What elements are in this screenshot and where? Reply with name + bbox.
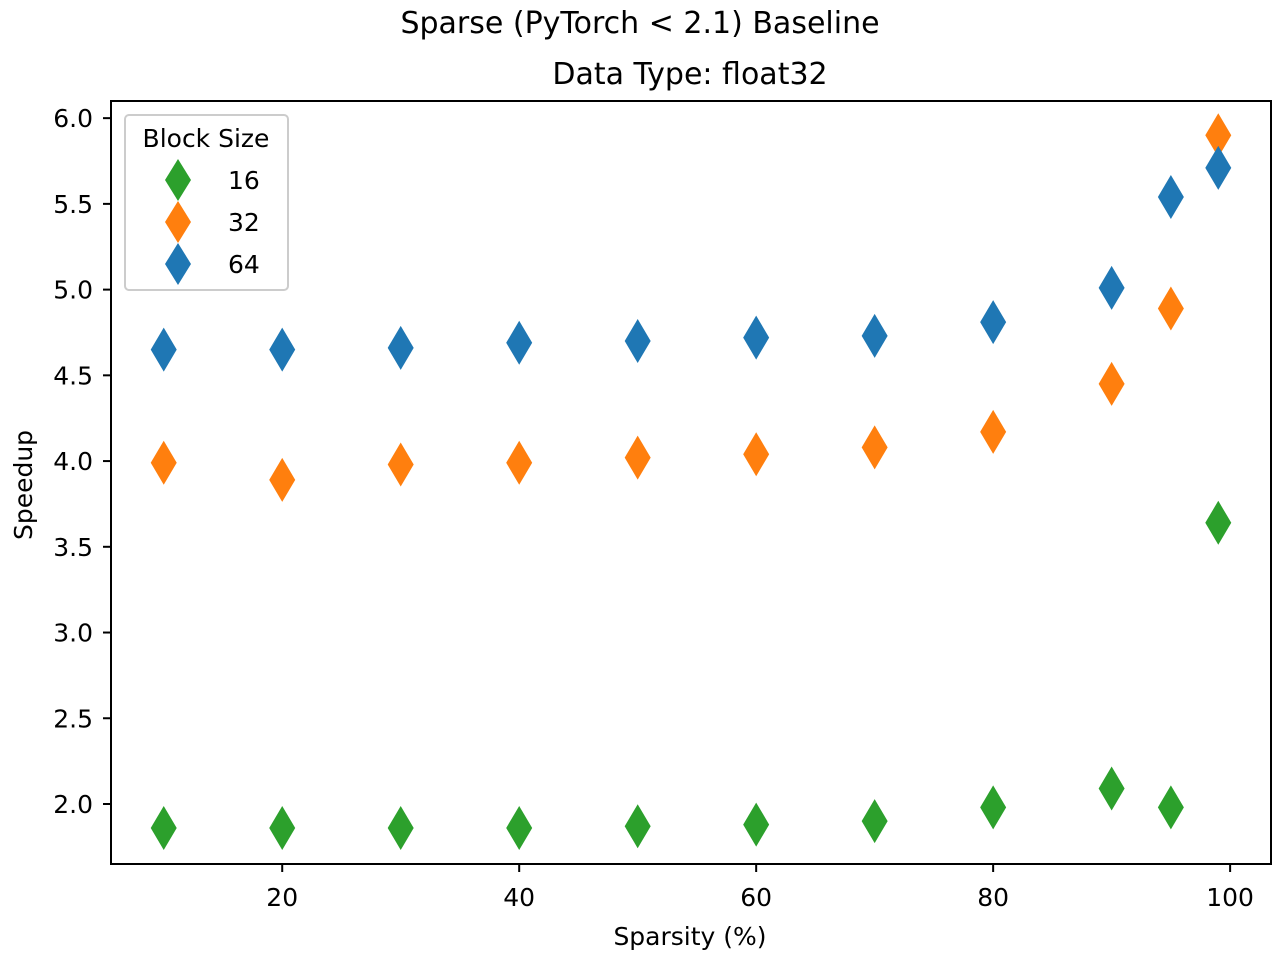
- legend-marker-32: [165, 201, 191, 243]
- point-64-40: [506, 320, 533, 365]
- y-axis: 2.0 2.5 3.0 3.5 4.0 4.5 5.0 5.5 6.0: [53, 104, 111, 819]
- point-32-99: [1205, 113, 1232, 158]
- point-32-90: [1098, 361, 1125, 406]
- y-tick-label: 6.0: [53, 104, 93, 133]
- point-64-50: [624, 319, 651, 364]
- point-32-70: [861, 425, 888, 470]
- point-16-90: [1098, 766, 1125, 811]
- point-16-30: [387, 805, 414, 850]
- legend-label-32: 32: [228, 208, 260, 237]
- y-tick-label: 2.5: [53, 704, 93, 733]
- chart-title: Sparse (PyTorch < 2.1) Baseline: [400, 6, 879, 41]
- x-tick-label: 20: [266, 883, 298, 912]
- point-16-20: [269, 805, 296, 850]
- x-axis-label: Sparsity (%): [613, 922, 766, 951]
- point-32-20: [269, 457, 296, 502]
- legend-title: Block Size: [143, 124, 270, 153]
- point-64-70: [861, 313, 888, 358]
- point-64-80: [980, 300, 1007, 345]
- legend-label-64: 64: [228, 250, 260, 279]
- y-axis-label: Speedup: [9, 430, 38, 540]
- point-16-40: [506, 805, 533, 850]
- point-64-20: [269, 327, 296, 372]
- point-64-95: [1157, 175, 1184, 220]
- y-tick-label: 4.5: [53, 361, 93, 390]
- point-64-60: [743, 315, 770, 360]
- x-axis: 20 40 60 80 100: [266, 864, 1254, 912]
- point-32-30: [387, 442, 414, 487]
- point-16-60: [743, 802, 770, 847]
- y-tick-label: 3.5: [53, 533, 93, 562]
- legend-box: [124, 114, 289, 291]
- point-64-30: [387, 325, 414, 370]
- x-tick-label: 60: [740, 883, 772, 912]
- legend-entries: 16 32 64: [165, 159, 260, 285]
- series-32: [150, 113, 1232, 502]
- x-tick-label: 40: [503, 883, 535, 912]
- point-32-80: [980, 409, 1007, 454]
- point-64-10: [150, 327, 177, 372]
- y-tick-label: 3.0: [53, 619, 93, 648]
- point-64-99: [1205, 145, 1232, 190]
- point-32-95: [1157, 286, 1184, 331]
- y-tick-label: 2.0: [53, 790, 93, 819]
- point-32-50: [624, 435, 651, 480]
- legend-marker-64: [165, 243, 191, 285]
- point-16-80: [980, 785, 1007, 830]
- x-tick-label: 100: [1206, 883, 1254, 912]
- point-16-50: [624, 804, 651, 849]
- chart-subtitle: Data Type: float32: [552, 57, 827, 92]
- point-16-95: [1157, 785, 1184, 830]
- x-tick-label: 80: [977, 883, 1009, 912]
- series-64: [150, 145, 1232, 372]
- data-points: [150, 113, 1232, 850]
- point-32-10: [150, 440, 177, 485]
- plot-area-frame: [110, 100, 1272, 865]
- series-16: [150, 500, 1232, 850]
- point-32-40: [506, 440, 533, 485]
- point-64-90: [1098, 265, 1125, 310]
- point-32-60: [743, 432, 770, 477]
- legend-marker-16: [165, 159, 191, 201]
- point-16-99: [1205, 500, 1232, 545]
- y-tick-label: 5.5: [53, 190, 93, 219]
- legend: Block Size 16 32 64: [124, 114, 289, 291]
- legend-label-16: 16: [228, 166, 260, 195]
- point-16-70: [861, 799, 888, 844]
- y-tick-label: 5.0: [53, 276, 93, 305]
- y-tick-label: 4.0: [53, 447, 93, 476]
- point-16-10: [150, 805, 177, 850]
